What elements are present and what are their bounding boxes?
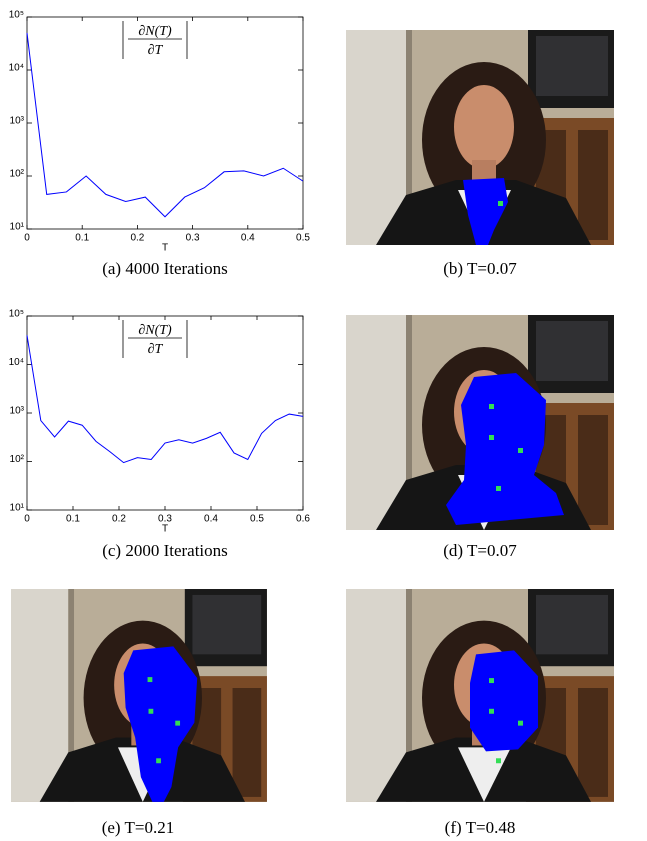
y-tick-label: 10⁴ — [9, 357, 24, 368]
x-tick-label: 0.4 — [204, 514, 218, 525]
caption: (b) T=0.07 — [443, 259, 517, 278]
photo-e — [11, 589, 267, 802]
x-tick-label: 0.1 — [66, 514, 80, 525]
x-tick-label: 0.2 — [130, 233, 144, 244]
y-tick-label: 10⁵ — [9, 10, 24, 21]
x-tick-label: 0.3 — [186, 233, 200, 244]
x-tick-label: 0.2 — [112, 514, 126, 525]
x-tick-label: 0.5 — [296, 233, 310, 244]
annotation-numerator: ∂N(T) — [138, 24, 172, 39]
photo-d — [346, 315, 614, 530]
caption: (d) T=0.07 — [443, 541, 517, 560]
y-tick-label: 10¹ — [10, 222, 25, 233]
caption: (a) 4000 Iterations — [102, 259, 228, 278]
x-tick-label: 0 — [24, 233, 30, 244]
y-tick-label: 10² — [10, 169, 25, 180]
x-tick-label: 0 — [24, 514, 30, 525]
caption: (e) T=0.21 — [102, 818, 175, 837]
caption: (c) 2000 Iterations — [102, 541, 228, 560]
annotation-denominator: ∂T — [148, 43, 164, 58]
x-axis-label: T — [162, 524, 168, 535]
data-line — [26, 32, 304, 218]
annotation-denominator: ∂T — [148, 342, 164, 357]
data-line — [26, 335, 304, 464]
x-tick-label: 0.4 — [241, 233, 255, 244]
annotation-numerator: ∂N(T) — [138, 323, 172, 338]
x-tick-label: 0.3 — [158, 514, 172, 525]
y-tick-label: 10⁵ — [9, 309, 24, 320]
y-tick-label: 10⁴ — [9, 63, 24, 74]
x-tick-label: 0.6 — [296, 514, 310, 525]
x-axis-label: T — [162, 243, 168, 254]
plot-frame — [26, 315, 304, 511]
plot-frame — [26, 16, 304, 230]
photo-b — [346, 30, 614, 245]
y-tick-label: 10³ — [10, 406, 25, 417]
x-tick-label: 0.1 — [75, 233, 89, 244]
y-tick-label: 10² — [10, 454, 25, 465]
x-tick-label: 0.5 — [250, 514, 264, 525]
y-tick-label: 10³ — [10, 116, 25, 127]
photo-f — [346, 589, 614, 802]
y-tick-label: 10¹ — [10, 503, 25, 514]
caption: (f) T=0.48 — [445, 818, 516, 837]
